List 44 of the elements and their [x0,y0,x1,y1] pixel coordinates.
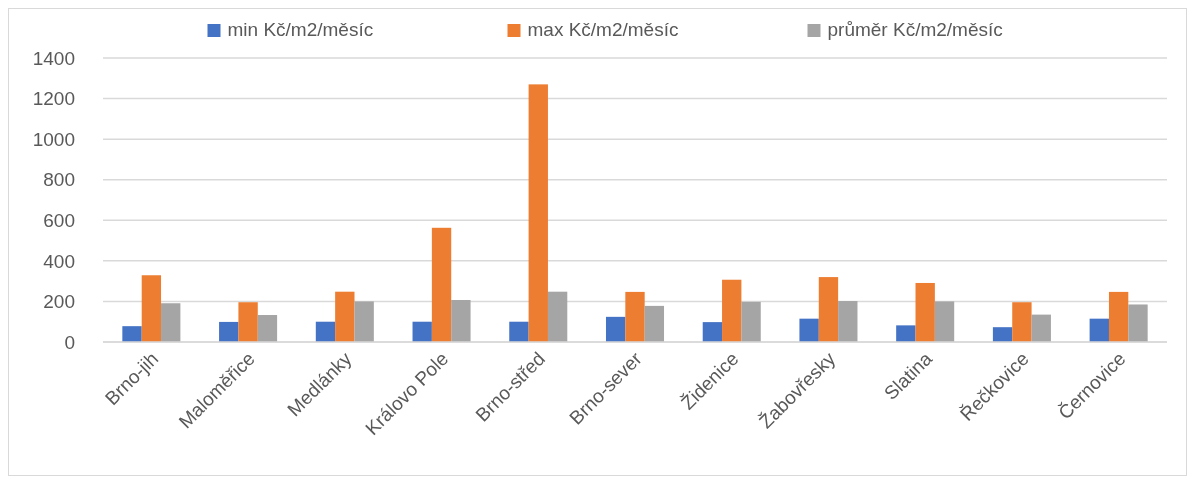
bar [741,301,761,342]
bar [509,321,529,342]
bar [219,321,239,342]
bar [161,303,181,342]
bar [992,327,1013,342]
bar [141,275,162,342]
y-tick-label: 200 [43,291,75,313]
bar [547,291,568,342]
y-tick-label: 1200 [32,88,75,110]
bar [354,301,374,342]
y-tick-label: 1000 [32,128,75,150]
bar [644,305,665,342]
y-tick-label: 800 [43,169,75,191]
bar [838,301,858,342]
bar [451,300,471,342]
bar [412,321,432,342]
bar [1128,304,1148,342]
legend-label: průměr Kč/m2/měsíc [827,19,1003,40]
bar [625,291,645,342]
bar [896,325,916,342]
bar [934,301,955,342]
legend-label: min Kč/m2/měsíc [227,19,374,40]
bar [315,321,336,342]
bar [915,282,935,342]
bar [122,326,142,342]
bar [238,302,258,342]
bar [1012,302,1032,342]
bar [1089,318,1109,342]
bar [818,277,839,342]
y-tick-label: 400 [43,250,75,272]
y-tick-label: 600 [43,209,75,231]
bar [702,322,723,342]
bar [1031,314,1051,342]
bar [1108,291,1129,342]
bar [722,279,742,342]
bar [431,227,452,342]
bar [335,291,355,342]
legend-label: max Kč/m2/měsíc [527,19,679,40]
y-tick-label: 0 [64,331,75,353]
bar [257,315,278,342]
y-tick-label: 1400 [32,47,75,69]
bar [528,84,548,342]
bar [799,318,819,342]
bar [605,316,626,342]
